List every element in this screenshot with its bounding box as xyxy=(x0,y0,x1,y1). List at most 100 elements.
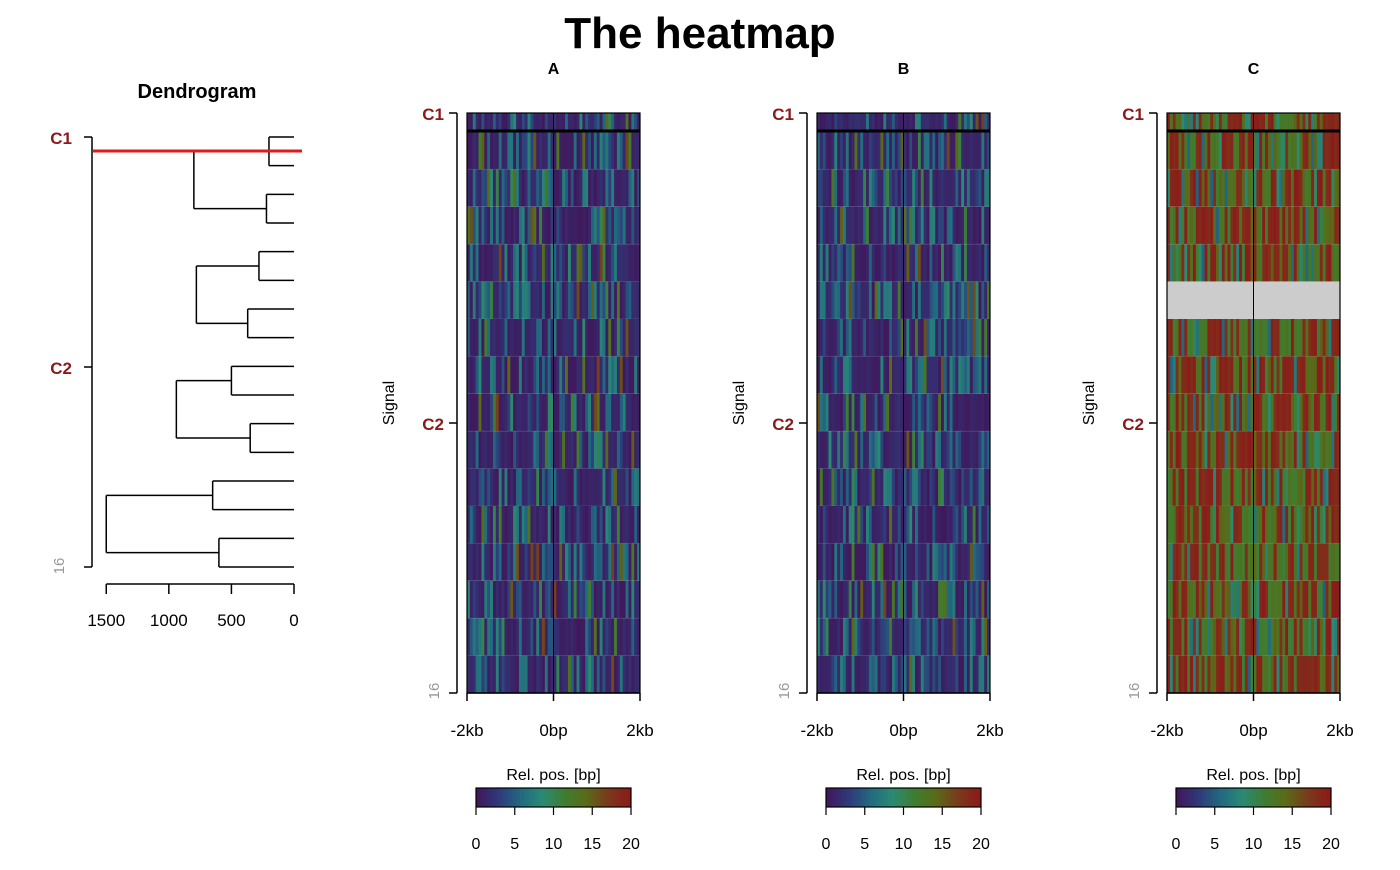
heatmap-cell xyxy=(923,169,927,207)
heatmap-cell xyxy=(845,319,850,357)
heatmap-cell xyxy=(1273,132,1277,170)
heatmap-cell xyxy=(926,113,930,132)
colorbar-swatch xyxy=(898,788,902,807)
heatmap-cell xyxy=(1259,319,1263,357)
heatmap-cell xyxy=(634,356,638,394)
heatmap-cell xyxy=(938,580,942,619)
heatmap-cell xyxy=(518,655,523,693)
heatmap-cell xyxy=(602,543,606,581)
heatmap-cell xyxy=(834,113,838,132)
heatmap-cell xyxy=(851,319,855,357)
dendrogram-x-tick-label: 0 xyxy=(289,611,298,630)
heatmap-cell xyxy=(1175,618,1179,656)
heatmap-cell xyxy=(1319,132,1324,170)
heatmap-cell xyxy=(848,655,852,693)
heatmap-cell xyxy=(628,132,632,170)
heatmap-cell xyxy=(1236,543,1240,581)
heatmap-cell xyxy=(631,431,635,469)
heatmap-cell xyxy=(1233,506,1237,544)
heatmap-cell xyxy=(602,244,606,282)
heatmap-cell xyxy=(825,244,829,282)
colorbar-swatch xyxy=(569,788,573,807)
heatmap-cell xyxy=(1302,655,1306,693)
heatmap-cell xyxy=(570,506,575,544)
heatmap-cell xyxy=(845,506,850,544)
heatmap-cell xyxy=(1250,319,1254,357)
heatmap-cell xyxy=(897,431,902,469)
heatmap-cell xyxy=(883,431,887,469)
heatmap-cell xyxy=(510,655,514,693)
heatmap-cell xyxy=(553,506,557,544)
heatmap-cell xyxy=(510,543,514,581)
heatmap-cell xyxy=(490,113,494,132)
heatmap-cell xyxy=(593,580,598,619)
heatmap-cell xyxy=(819,393,824,432)
heatmap-cell xyxy=(501,169,505,207)
heatmap-cell xyxy=(556,543,560,581)
heatmap-cell xyxy=(507,393,511,432)
heatmap-cell xyxy=(1337,543,1341,581)
colorbar-tick-label: 15 xyxy=(1283,836,1301,853)
heatmap-cell xyxy=(588,655,592,693)
heatmap-cell xyxy=(851,468,855,506)
heatmap-cell xyxy=(978,618,982,656)
heatmap-cell xyxy=(1293,393,1298,432)
heatmap-cell xyxy=(917,281,922,319)
heatmap-cell xyxy=(565,169,569,207)
heatmap-cell xyxy=(1265,169,1269,207)
heatmap-cell xyxy=(920,580,925,619)
heatmap-cell xyxy=(559,244,563,282)
heatmap-cell xyxy=(920,244,925,282)
heatmap-cell xyxy=(1337,431,1341,469)
heatmap-cell xyxy=(1204,655,1208,693)
heatmap-cell xyxy=(949,132,953,170)
heatmap-cell xyxy=(903,281,907,319)
heatmap-cell xyxy=(605,281,609,319)
heatmap-cell xyxy=(1265,393,1269,432)
heatmap-cell xyxy=(860,580,864,619)
heatmap-cell xyxy=(472,319,477,357)
heatmap-cell xyxy=(920,543,925,581)
heatmap-cell xyxy=(492,244,497,282)
heatmap-cell xyxy=(894,281,899,319)
colorbar-swatch xyxy=(612,788,616,807)
heatmap-cell xyxy=(625,393,629,432)
heatmap-cell xyxy=(576,169,580,207)
heatmap-cell xyxy=(874,356,878,394)
heatmap-cell xyxy=(550,655,554,693)
heatmap-cell xyxy=(1319,356,1324,394)
heatmap-cell xyxy=(576,393,580,432)
colorbar-swatch xyxy=(610,788,614,807)
colorbar-swatch xyxy=(888,788,892,807)
heatmap-cell xyxy=(966,543,971,581)
colorbar-tick-label: 5 xyxy=(1210,836,1219,853)
heatmap-cell xyxy=(1201,113,1205,132)
heatmap-cell xyxy=(1270,206,1275,245)
heatmap-cell xyxy=(837,356,841,394)
heatmap-cell xyxy=(917,543,922,581)
heatmap-cell xyxy=(966,655,971,693)
heatmap-cell xyxy=(1233,468,1237,506)
heatmap-cell xyxy=(1270,244,1275,282)
heatmap-cell xyxy=(917,169,922,207)
heatmap-cell xyxy=(539,506,543,544)
heatmap-cell xyxy=(920,169,925,207)
heatmap-cell xyxy=(1187,580,1191,619)
heatmap-cell xyxy=(978,468,982,506)
heatmap-cell xyxy=(842,206,847,245)
heatmap-cell xyxy=(1293,132,1298,170)
heatmap-cell xyxy=(573,431,577,469)
heatmap-cell xyxy=(1239,655,1243,693)
heatmap-cell xyxy=(1259,356,1263,394)
heatmap-cell xyxy=(616,543,621,581)
heatmap-cell xyxy=(966,281,971,319)
heatmap-cell xyxy=(894,543,899,581)
heatmap-cell xyxy=(1198,580,1202,619)
colorbar-swatch xyxy=(1325,788,1329,807)
heatmap-cell xyxy=(1288,319,1292,357)
heatmap-cell xyxy=(880,356,884,394)
heatmap-cell xyxy=(817,431,821,469)
heatmap-cell xyxy=(1290,132,1295,170)
heatmap-cell xyxy=(565,543,569,581)
heatmap-cell xyxy=(938,281,942,319)
